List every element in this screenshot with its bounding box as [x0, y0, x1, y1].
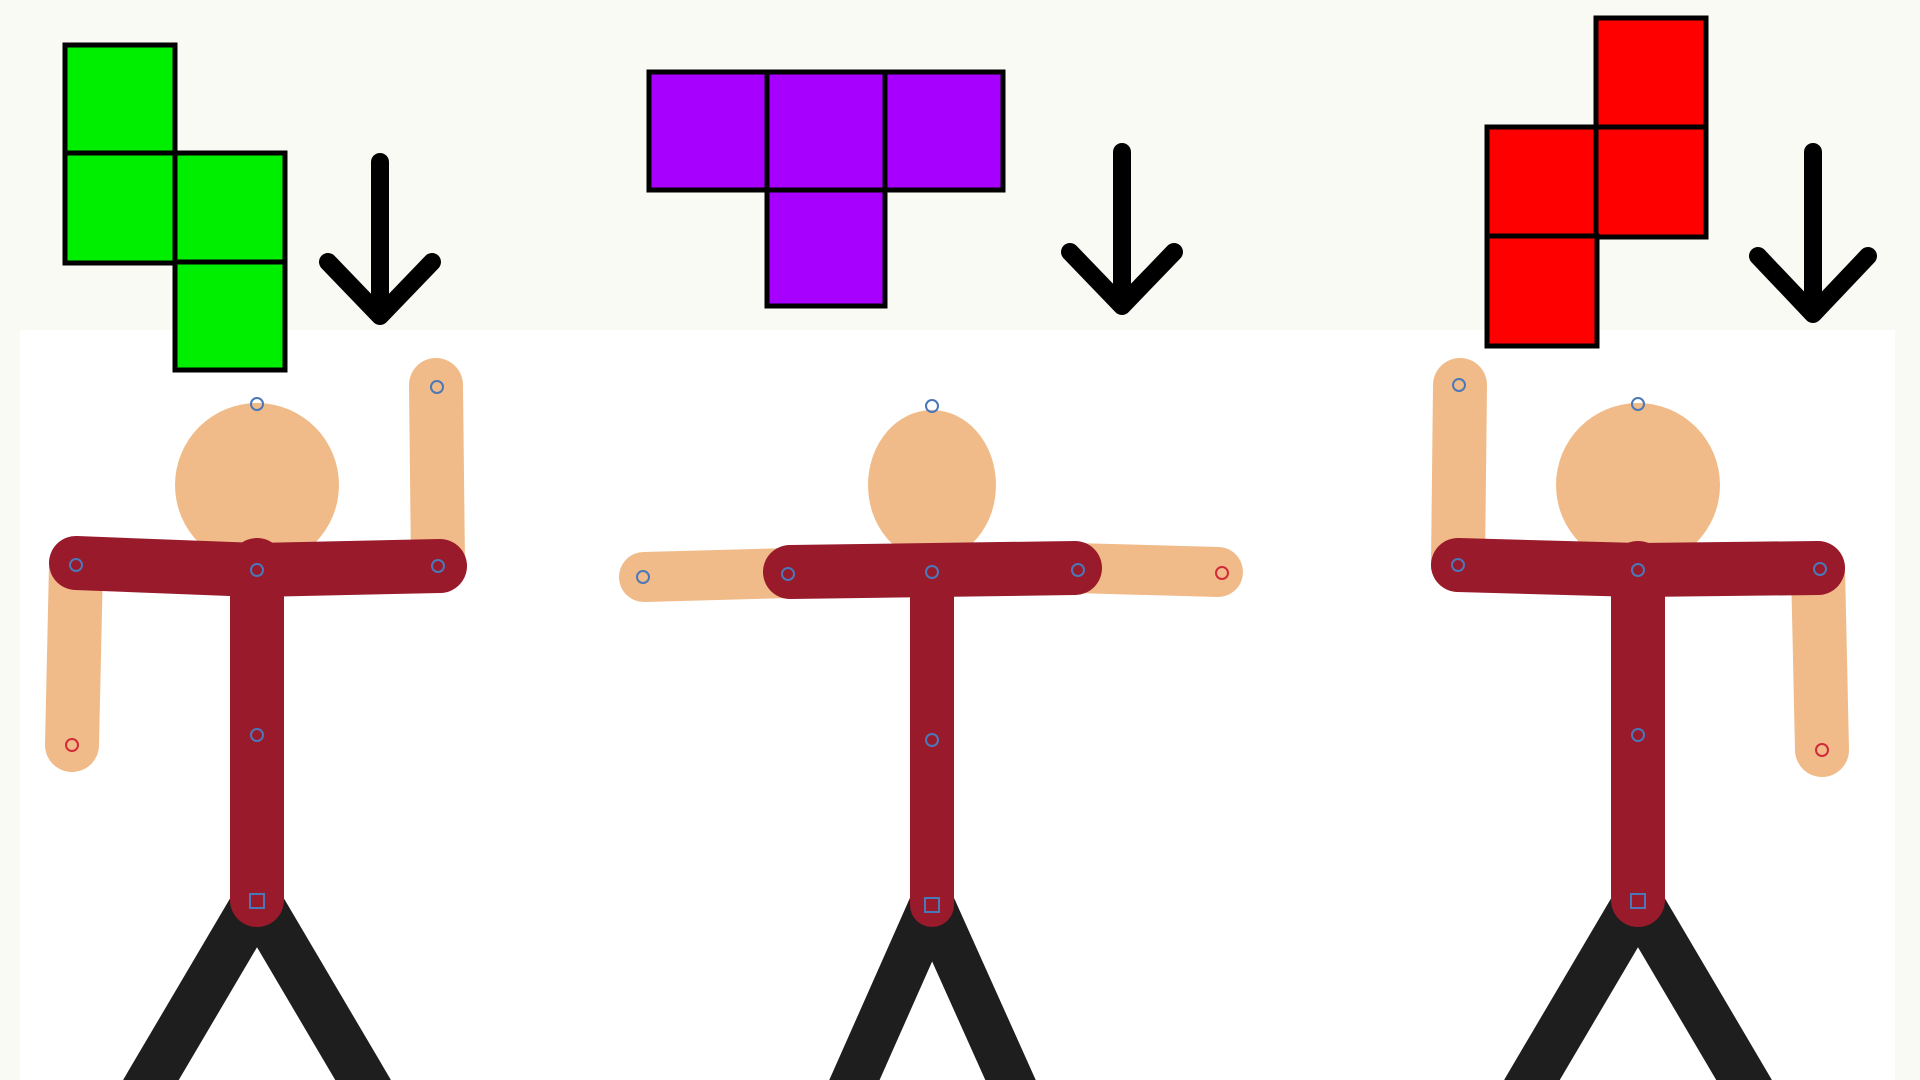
background-tint-left — [0, 0, 20, 1080]
arrow-down-icon — [1749, 143, 1877, 323]
tetromino-t-cell — [764, 187, 888, 309]
tetromino-z-cell — [1593, 124, 1709, 240]
tetromino-s-cell — [172, 150, 288, 266]
joint-marker — [1631, 563, 1645, 577]
joint-marker — [250, 728, 264, 742]
joint-marker — [1631, 728, 1645, 742]
joint-marker — [250, 397, 264, 411]
tetromino-t-cell — [882, 69, 1006, 193]
tetromino-z-cell — [1484, 124, 1600, 240]
joint-marker — [69, 558, 83, 572]
joint-marker — [925, 733, 939, 747]
stick-figure-1 — [45, 358, 467, 1080]
shoulders — [763, 541, 1102, 599]
joint-marker-red — [65, 738, 79, 752]
tetromino-t-cell — [646, 69, 770, 193]
hip-marker — [924, 897, 940, 913]
upper-arm-down — [45, 538, 103, 772]
right-leg — [233, 876, 391, 1080]
joint-marker — [925, 565, 939, 579]
stick-figure-3 — [1431, 358, 1849, 1080]
joint-marker — [1813, 562, 1827, 576]
joint-marker — [1071, 563, 1085, 577]
shoulder-left — [49, 536, 284, 597]
head — [868, 410, 996, 560]
joint-marker — [431, 559, 445, 573]
tetromino-s-piece — [62, 42, 288, 373]
arrow-down-icon — [1061, 143, 1183, 315]
shoulder-right — [230, 539, 467, 597]
joint-marker — [250, 563, 264, 577]
upper-arm-up — [1431, 358, 1487, 592]
tetromino-z-cell — [1593, 15, 1709, 131]
hip-marker — [1630, 893, 1646, 909]
joint-marker — [781, 567, 795, 581]
joint-marker — [1452, 378, 1466, 392]
shoulder-right — [1611, 541, 1845, 597]
head — [175, 403, 339, 567]
tetromino-z-cell — [1484, 233, 1600, 349]
left-leg — [829, 882, 955, 1080]
joint-marker — [430, 380, 444, 394]
stick-figure-2 — [619, 399, 1243, 1080]
tetromino-s-cell — [62, 42, 178, 158]
upper-arm-down — [1791, 541, 1849, 777]
left-leg — [123, 876, 281, 1080]
background-tint-right — [1895, 0, 1920, 1080]
joint-marker — [925, 399, 939, 413]
upper-arm-up — [409, 358, 465, 592]
tetromino-s-cell — [172, 259, 288, 373]
head — [1556, 403, 1720, 567]
tetromino-s-cell — [62, 150, 178, 266]
joint-marker — [636, 570, 650, 584]
joint-marker — [1631, 397, 1645, 411]
joint-marker-red — [1815, 743, 1829, 757]
right-leg — [909, 882, 1036, 1080]
shoulder-left — [1431, 538, 1665, 597]
hip-marker — [249, 893, 265, 909]
left-leg — [1504, 876, 1662, 1080]
arrow-down-icon — [319, 153, 441, 325]
joint-marker-red — [1215, 566, 1229, 580]
right-leg — [1614, 876, 1772, 1080]
tetromino-t-cell — [764, 69, 888, 193]
tetromino-z-piece — [1484, 15, 1709, 349]
joint-marker — [1451, 558, 1465, 572]
tetromino-t-piece — [646, 69, 1006, 309]
